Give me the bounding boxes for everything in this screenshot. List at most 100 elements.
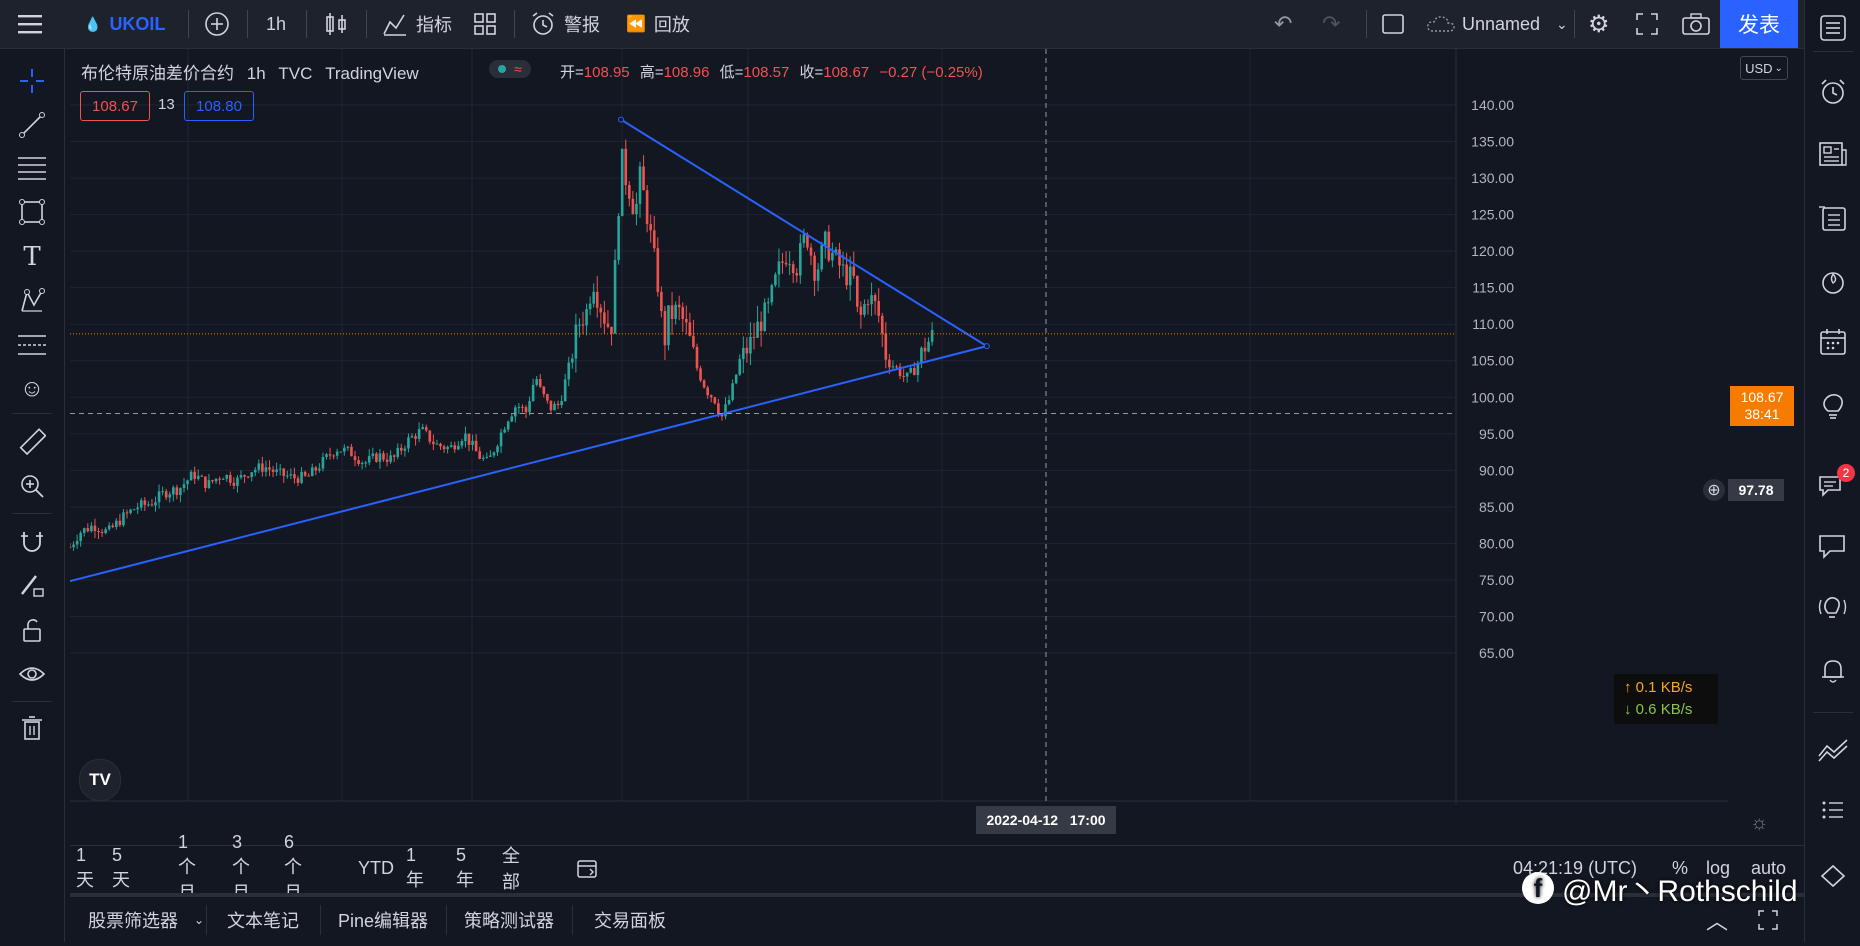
layers-icon[interactable] [1817, 860, 1849, 892]
trash-icon[interactable] [16, 712, 48, 744]
candle-body [706, 387, 709, 396]
rectangle-tool-icon[interactable] [16, 196, 48, 228]
watchlist-icon[interactable] [1817, 12, 1849, 44]
auto-scale-toggle[interactable]: auto [1751, 857, 1787, 878]
current-price-label: 108.67 38:41 [1730, 386, 1794, 426]
candle-body [930, 330, 934, 342]
candle-body [371, 453, 375, 457]
text-tool-icon[interactable]: T [23, 242, 41, 272]
tab-pine-editor[interactable]: Pine编辑器 [338, 910, 429, 931]
streams-lightbulb-icon[interactable] [1817, 592, 1849, 624]
candle-body [253, 469, 257, 473]
candle-body [179, 488, 182, 495]
tradingview-logo-icon[interactable]: TV [79, 759, 121, 801]
maximize-panel-icon[interactable] [1758, 897, 1778, 942]
unlock-icon[interactable] [16, 614, 48, 646]
ruler-icon[interactable] [16, 426, 48, 458]
publish-button[interactable]: 发表 [1720, 0, 1798, 48]
alert-button[interactable]: 警报 [530, 0, 600, 48]
candle-body [147, 504, 150, 506]
fullscreen-icon[interactable] [1636, 0, 1658, 48]
crosshair-icon[interactable] [16, 65, 48, 97]
candle-body [375, 453, 378, 462]
range-button[interactable]: 1年 [406, 844, 424, 890]
trading-panel-icon[interactable] [1817, 734, 1849, 766]
candle-body [481, 457, 485, 459]
candles-icon[interactable] [324, 0, 348, 48]
smiley-icon[interactable]: ☺ [19, 375, 45, 402]
calendar-icon[interactable] [1817, 326, 1849, 358]
news-icon[interactable] [1817, 138, 1849, 170]
range-button[interactable]: 6个月 [284, 831, 302, 903]
range-button[interactable]: 1个月 [178, 831, 196, 903]
fib-lines-icon[interactable] [16, 152, 48, 184]
buy-price-box[interactable]: 108.80 [184, 91, 254, 121]
hotlist-flame-icon[interactable] [1817, 266, 1849, 298]
market-status-badge[interactable]: ≈ [489, 60, 531, 78]
log-scale-toggle[interactable]: log [1706, 857, 1731, 878]
candle-body [848, 266, 852, 286]
magnet-icon[interactable] [16, 526, 48, 558]
axis-settings-icon[interactable]: ☼ [1750, 812, 1769, 834]
redo-icon[interactable]: ↷ [1322, 11, 1341, 36]
candle-body [752, 336, 756, 338]
pattern-tool-icon[interactable] [16, 285, 48, 317]
layout-name-button[interactable]: Unnamed ⌄ [1426, 0, 1568, 48]
compare-plus-icon[interactable] [204, 0, 230, 48]
notifications-bell-icon[interactable] [1817, 655, 1849, 687]
range-button[interactable]: YTD [358, 857, 394, 878]
trendline[interactable] [620, 118, 988, 347]
candle-body [724, 404, 727, 417]
goto-date-icon[interactable] [576, 846, 598, 890]
eye-icon[interactable] [16, 658, 48, 690]
currency-select[interactable]: USD ⌄ [1740, 56, 1788, 80]
indicators-label: 指标 [416, 15, 452, 35]
camera-icon[interactable] [1682, 0, 1710, 48]
chat-bubble-icon[interactable] [1817, 530, 1849, 562]
settings-gear-icon[interactable]: ⚙ [1588, 10, 1610, 38]
candle-body [196, 475, 200, 479]
range-button[interactable]: 3个月 [232, 831, 250, 903]
dom-icon[interactable] [1817, 796, 1849, 828]
tab-strategy-tester[interactable]: 策略测试器 [464, 910, 554, 931]
symbol-search[interactable]: 💧 UKOIL [84, 0, 165, 48]
range-button[interactable]: 5年 [456, 844, 474, 890]
data-window-icon[interactable] [1817, 202, 1849, 234]
indicators-button[interactable]: 指标 [382, 0, 452, 48]
chevron-down-icon: ⌄ [1556, 15, 1568, 32]
layout-select-icon[interactable] [1381, 0, 1405, 48]
candle-body [164, 491, 168, 498]
percent-scale-toggle[interactable]: % [1672, 857, 1689, 878]
templates-grid-icon[interactable] [473, 0, 497, 48]
interval-button[interactable]: 1h [266, 13, 287, 34]
price-chart[interactable]: 65.00 70.00 75.00 80.00 85.00 90.00 95.00 100.0… [70, 49, 1728, 805]
menu-icon[interactable] [18, 0, 48, 48]
add-alert-plus-icon[interactable]: ⊕ [1703, 479, 1725, 501]
legend-interval: 1h [246, 64, 266, 83]
lock-drawing-pencil-icon[interactable] [16, 570, 48, 602]
range-button[interactable]: 全部 [502, 846, 520, 892]
undo-icon[interactable]: ↶ [1274, 11, 1293, 36]
range-button[interactable]: 1天 [76, 844, 94, 890]
droplet-icon: 💧 [84, 15, 102, 32]
candle-body [610, 326, 613, 334]
candle-body [688, 322, 692, 336]
candle-body [318, 468, 321, 471]
prediction-tool-icon[interactable] [16, 329, 48, 361]
replay-button[interactable]: ⏪ 回放 [626, 0, 690, 48]
trendline[interactable] [70, 345, 987, 583]
tab-text-notes[interactable]: 文本笔记 [227, 910, 299, 931]
candle-body [713, 397, 717, 404]
candle-body [880, 315, 884, 334]
ideas-lightbulb-icon[interactable] [1817, 390, 1849, 422]
tab-trading-panel[interactable]: 交易面板 [594, 910, 666, 931]
range-button[interactable]: 5天 [112, 844, 130, 890]
sell-price-box[interactable]: 108.67 [80, 91, 150, 121]
alarm-clock-icon[interactable] [1817, 76, 1849, 108]
chart-pane[interactable]: 65.00 70.00 75.00 80.00 85.00 90.00 95.00 100.0… [70, 49, 1794, 834]
zoom-in-icon[interactable] [16, 470, 48, 502]
candle-body [225, 474, 229, 479]
tab-stock-screener[interactable]: 股票筛选器 ⌄ [88, 897, 204, 942]
collapse-panel-chevron-up-icon[interactable]: ︿ [1706, 908, 1729, 934]
trendline-tool-icon[interactable] [16, 109, 48, 141]
